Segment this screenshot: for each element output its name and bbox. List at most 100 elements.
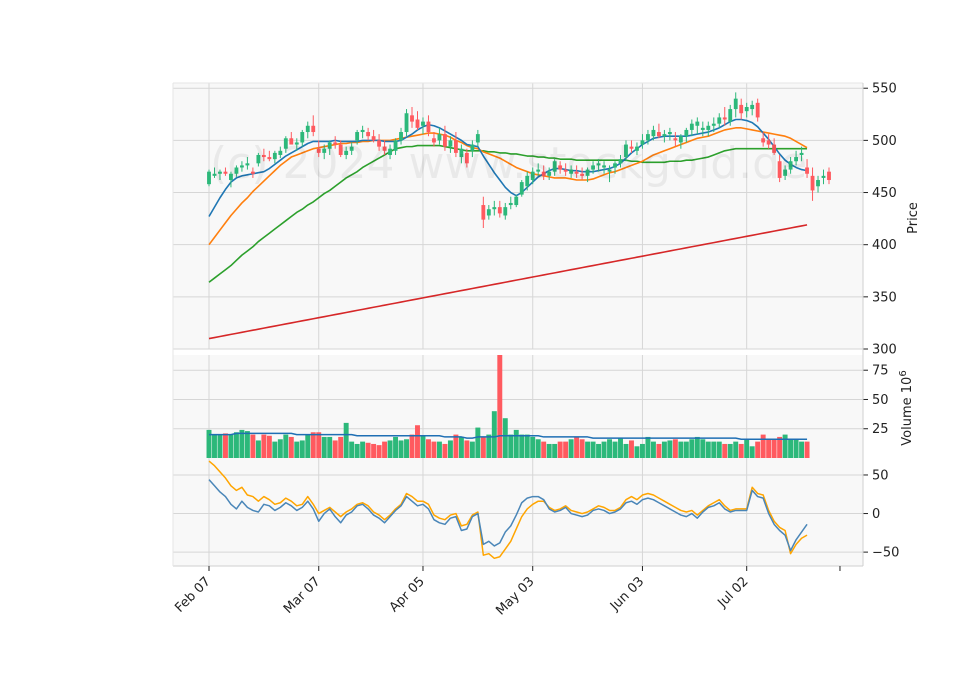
volume-bar bbox=[458, 436, 464, 458]
x-tick-label: Apr 05 bbox=[387, 574, 428, 615]
volume-bar bbox=[563, 441, 569, 458]
volume-panel: 25 50 75 bbox=[173, 355, 889, 458]
candle-body bbox=[558, 165, 563, 170]
candle-body bbox=[300, 132, 305, 143]
y-tick-label: 0 bbox=[872, 507, 880, 522]
volume-bar bbox=[349, 441, 355, 458]
candle-body bbox=[761, 138, 766, 143]
y-tick-label: 300 bbox=[872, 343, 897, 358]
candle-body bbox=[437, 134, 442, 141]
y-tick-label: 25 bbox=[872, 422, 889, 437]
volume-bar bbox=[782, 434, 788, 458]
candle-body bbox=[464, 152, 469, 164]
volume-bar bbox=[585, 441, 591, 458]
volume-bar bbox=[678, 441, 684, 458]
candle-body bbox=[360, 129, 365, 133]
volume-bar bbox=[480, 436, 486, 458]
candle-body bbox=[481, 205, 486, 220]
candle-body bbox=[585, 169, 590, 176]
candle-body bbox=[256, 154, 261, 164]
volume-bar bbox=[530, 436, 536, 458]
volume-bar bbox=[694, 436, 700, 458]
volume-bar bbox=[469, 441, 475, 458]
volume-bar bbox=[288, 436, 294, 458]
x-tick-label: Jun 03 bbox=[607, 574, 647, 614]
volume-bar bbox=[360, 441, 366, 458]
volume-bar bbox=[766, 439, 772, 458]
volume-bar bbox=[266, 435, 272, 458]
candle-body bbox=[629, 146, 634, 149]
candle-body bbox=[503, 207, 508, 216]
volume-bar bbox=[607, 439, 612, 458]
volume-bar bbox=[453, 434, 459, 458]
volume-bar bbox=[332, 440, 338, 458]
candle-body bbox=[711, 123, 716, 126]
volume-bar bbox=[519, 434, 525, 458]
volume-bar bbox=[475, 427, 481, 458]
volume-bar bbox=[568, 439, 574, 458]
candle-body bbox=[519, 182, 524, 195]
candle-body bbox=[602, 165, 606, 168]
candle-body bbox=[415, 119, 420, 128]
volume-bar bbox=[393, 436, 399, 458]
candle-body bbox=[207, 171, 211, 185]
volume-bar bbox=[557, 441, 563, 458]
candle-body bbox=[514, 196, 519, 206]
candle-body bbox=[322, 148, 327, 153]
volume-bar bbox=[804, 441, 810, 458]
volume-bar bbox=[650, 441, 656, 458]
candle-body bbox=[733, 98, 738, 110]
candle-body bbox=[794, 157, 798, 162]
candle-body bbox=[673, 138, 678, 141]
candle-body bbox=[316, 148, 321, 153]
candle-body bbox=[684, 129, 689, 137]
volume-bar bbox=[771, 439, 777, 458]
candle-body bbox=[497, 207, 502, 214]
volume-bar bbox=[738, 443, 744, 458]
volume-ma-line bbox=[209, 432, 808, 441]
candle-body bbox=[250, 171, 255, 174]
volume-bar bbox=[239, 429, 245, 458]
y-tick-label: 550 bbox=[872, 82, 897, 97]
candle-body bbox=[388, 148, 392, 155]
candle-body bbox=[613, 163, 617, 168]
candle-body bbox=[305, 125, 310, 133]
volume-bar bbox=[365, 442, 371, 458]
volume-bar bbox=[546, 443, 552, 458]
candle-body bbox=[371, 136, 376, 141]
volume-bar bbox=[420, 435, 426, 458]
candle-body bbox=[393, 140, 398, 151]
candle-body bbox=[728, 109, 733, 122]
volume-bar bbox=[217, 434, 223, 458]
candle-body bbox=[404, 113, 409, 133]
volume-bar bbox=[316, 432, 322, 458]
candle-body bbox=[805, 167, 809, 174]
candle-body bbox=[750, 104, 755, 110]
volume-bar bbox=[206, 429, 212, 458]
candle-body bbox=[327, 142, 332, 149]
candle-body bbox=[651, 129, 656, 137]
volume-bar bbox=[700, 439, 706, 458]
volume-bar bbox=[596, 443, 602, 458]
candle-body bbox=[569, 169, 574, 174]
oscillator-line-blue bbox=[208, 479, 808, 552]
volume-bar bbox=[508, 434, 514, 458]
volume-bar bbox=[711, 441, 717, 458]
candle-body bbox=[552, 161, 557, 172]
x-tick-label: Feb 07 bbox=[172, 574, 214, 616]
candle-body bbox=[563, 169, 568, 172]
candle-body bbox=[475, 134, 480, 143]
y-tick-label: −50 bbox=[872, 546, 899, 561]
volume-bar bbox=[590, 441, 596, 458]
volume-bar bbox=[398, 440, 404, 458]
volume-bar bbox=[535, 439, 541, 458]
volume-bar bbox=[491, 411, 497, 458]
volume-bar bbox=[447, 440, 453, 458]
volume-bar bbox=[733, 441, 739, 458]
volume-bar bbox=[513, 429, 519, 458]
candle-body bbox=[410, 115, 414, 122]
candle-body bbox=[283, 138, 288, 149]
candle-body bbox=[344, 150, 349, 155]
volume-bar bbox=[382, 441, 388, 458]
candle-body bbox=[240, 165, 244, 168]
